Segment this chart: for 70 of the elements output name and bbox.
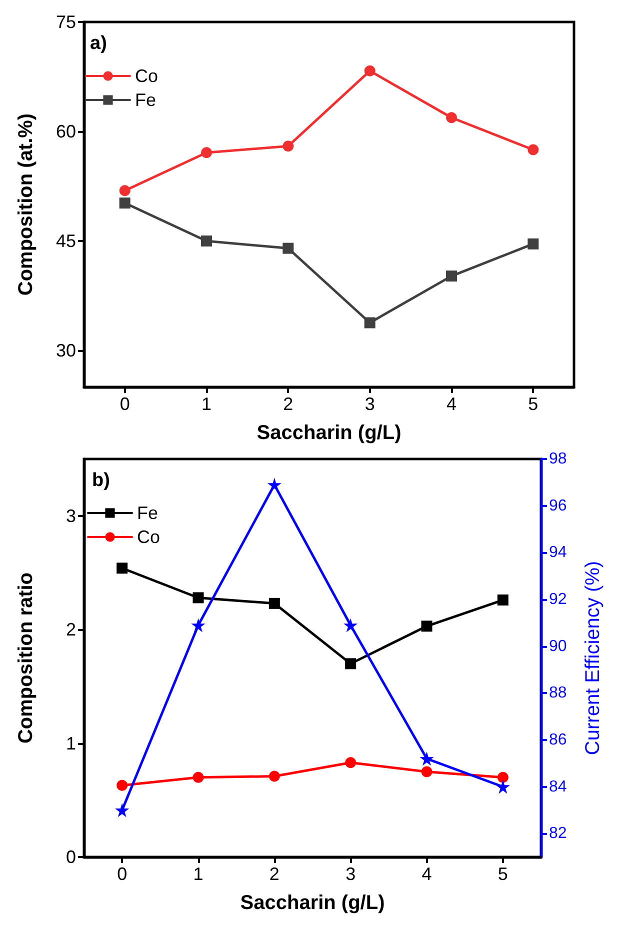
point bbox=[267, 478, 282, 492]
point bbox=[119, 198, 130, 209]
y-tick-label: 0 bbox=[66, 847, 76, 867]
y2-tick-label: 98 bbox=[549, 450, 567, 468]
point bbox=[446, 112, 457, 124]
x-tick-label: 2 bbox=[283, 394, 294, 414]
point bbox=[344, 618, 358, 632]
point bbox=[282, 140, 294, 152]
y2-tick-label: 90 bbox=[549, 638, 567, 655]
point bbox=[345, 658, 356, 670]
y2-tick-label: 84 bbox=[549, 778, 567, 796]
y-axis-title: Composition ratio bbox=[15, 572, 37, 744]
x-axis-title: Saccharin (g/L) bbox=[240, 892, 385, 914]
point bbox=[421, 766, 432, 778]
point bbox=[268, 598, 280, 609]
x-tick-label: 3 bbox=[346, 864, 356, 884]
x-tick-label: 3 bbox=[364, 394, 375, 414]
point bbox=[528, 238, 539, 250]
y-tick-label: 60 bbox=[56, 122, 76, 142]
y2-tick-label: 96 bbox=[549, 497, 567, 514]
x-tick-label: 1 bbox=[201, 394, 212, 414]
legend-label: Co bbox=[137, 527, 160, 547]
point bbox=[268, 770, 280, 782]
point bbox=[446, 270, 457, 282]
point bbox=[497, 594, 508, 606]
point bbox=[201, 236, 212, 246]
point bbox=[192, 592, 204, 604]
y2-tick-label: 82 bbox=[549, 825, 567, 842]
x-tick-label: 1 bbox=[193, 864, 204, 884]
y-axis-title: Composition (at.%) bbox=[15, 113, 37, 296]
point bbox=[421, 620, 432, 632]
x-tick-label: 5 bbox=[528, 394, 538, 414]
y2-axis-title: Current Efficiency (%) bbox=[582, 560, 604, 756]
y-tick-label: 75 bbox=[56, 12, 76, 32]
point bbox=[345, 757, 356, 768]
x-tick-label: 5 bbox=[498, 864, 508, 884]
point bbox=[116, 562, 128, 574]
point bbox=[528, 144, 539, 156]
point bbox=[497, 772, 508, 783]
point bbox=[364, 317, 376, 328]
annotation: b) bbox=[92, 470, 110, 491]
point bbox=[364, 65, 376, 76]
point bbox=[115, 803, 130, 818]
legend-label: Co bbox=[135, 66, 158, 86]
y-tick-label: 3 bbox=[66, 506, 76, 526]
x-tick-label: 2 bbox=[269, 864, 280, 884]
x-tick-label: 0 bbox=[117, 864, 128, 884]
x-tick-label: 0 bbox=[120, 394, 130, 414]
y2-tick-label: 88 bbox=[549, 684, 567, 702]
y-tick-label: 2 bbox=[66, 620, 76, 640]
y-tick-label: 30 bbox=[56, 340, 76, 360]
point bbox=[191, 618, 206, 632]
x-tick-label: 4 bbox=[446, 394, 457, 414]
point bbox=[496, 780, 510, 794]
point bbox=[420, 752, 434, 766]
x-tick-label: 4 bbox=[422, 864, 432, 884]
y-tick-label: 1 bbox=[66, 733, 76, 754]
y2-tick-label: 92 bbox=[549, 590, 567, 608]
point bbox=[119, 185, 130, 196]
x-axis-title: Saccharin (g/L) bbox=[256, 422, 402, 444]
annotation: a) bbox=[90, 33, 107, 54]
legend-label: Fe bbox=[135, 90, 156, 110]
y2-tick-label: 94 bbox=[549, 544, 567, 562]
point bbox=[282, 242, 294, 254]
point bbox=[192, 772, 204, 783]
y-tick-label: 45 bbox=[56, 231, 76, 251]
point bbox=[116, 780, 128, 791]
legend-label: Fe bbox=[137, 503, 158, 523]
point bbox=[201, 147, 212, 158]
y2-tick-label: 86 bbox=[549, 731, 567, 748]
